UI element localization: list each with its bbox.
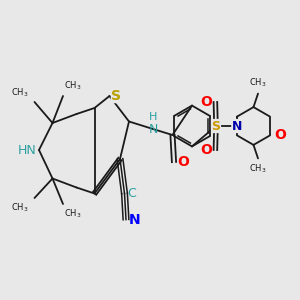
Text: HN: HN: [18, 143, 37, 157]
Text: N: N: [232, 119, 242, 133]
Text: $\mathdefault{CH_3}$: $\mathdefault{CH_3}$: [11, 86, 28, 99]
Text: O: O: [178, 155, 190, 169]
Text: $\mathdefault{CH_3}$: $\mathdefault{CH_3}$: [64, 208, 82, 220]
Text: H: H: [149, 112, 157, 122]
Text: C: C: [127, 187, 136, 200]
Text: O: O: [200, 143, 212, 157]
Text: O: O: [274, 128, 286, 142]
Text: $\mathdefault{CH_3}$: $\mathdefault{CH_3}$: [64, 80, 82, 92]
Text: S: S: [212, 119, 220, 133]
Text: $\mathdefault{CH_3}$: $\mathdefault{CH_3}$: [249, 163, 267, 175]
Text: N: N: [128, 213, 140, 226]
Text: $\mathdefault{CH_3}$: $\mathdefault{CH_3}$: [249, 76, 267, 89]
Text: O: O: [200, 95, 212, 109]
Text: $\mathdefault{CH_3}$: $\mathdefault{CH_3}$: [11, 201, 28, 214]
Text: N: N: [148, 122, 158, 136]
Text: S: S: [111, 89, 121, 103]
